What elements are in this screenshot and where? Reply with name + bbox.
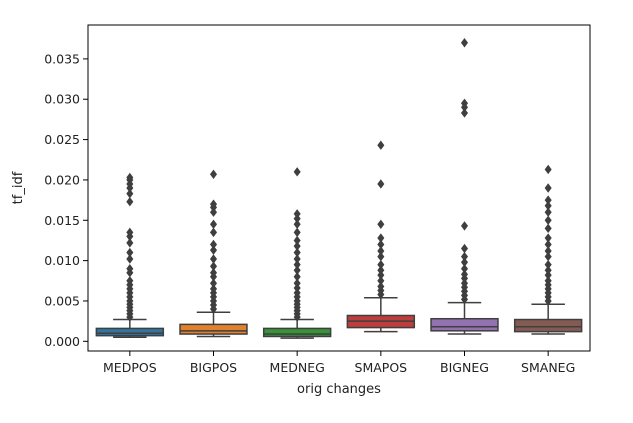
box (262, 327, 332, 338)
outlier-point (377, 251, 385, 262)
outlier-point (377, 239, 385, 250)
outlier-point (293, 259, 301, 270)
box (179, 323, 248, 335)
outlier-point (544, 276, 552, 286)
outlier-point (544, 223, 552, 234)
outlier-point (544, 233, 552, 243)
outlier-point (293, 241, 301, 251)
outlier-point (209, 199, 218, 209)
outlier-point (460, 108, 469, 118)
outlier-point (293, 283, 301, 293)
outlier-point (126, 276, 134, 286)
outlier-point (293, 254, 301, 264)
outlier-point (544, 265, 552, 276)
plot-layer: 0.000 0.005 0.010 0.015 0.020 0.025 0.030 0.035… (44, 38, 583, 375)
outlier-point (126, 172, 134, 183)
x-tick-label: MEDPOS (103, 360, 157, 375)
outlier-point (544, 195, 552, 205)
outlier-point (377, 246, 385, 256)
outlier-point (209, 207, 218, 217)
y-axis-label: tf_idf (11, 171, 26, 204)
outlier-point (293, 227, 301, 238)
outlier-point (460, 98, 469, 108)
outlier-point (377, 281, 385, 292)
x-tick-label: SMANEG (521, 360, 575, 375)
outlier-point (126, 238, 134, 248)
outlier-point (293, 235, 301, 246)
outlier-point (209, 278, 218, 288)
outlier-point (460, 257, 469, 267)
outlier-point (544, 246, 552, 256)
outlier-point (293, 272, 301, 282)
outlier-point (377, 179, 385, 189)
x-tick-label: BIGNEG (440, 360, 489, 375)
outlier-point (209, 284, 218, 294)
outlier-point (544, 259, 552, 270)
outlier-point (377, 233, 385, 243)
outlier-point (209, 254, 218, 264)
outlier-point (377, 265, 385, 276)
y-tick-label: 0.030 (44, 92, 80, 107)
outlier-point (460, 243, 469, 254)
outlier-point (126, 263, 134, 274)
y-tick-label: 0.035 (44, 51, 80, 66)
outlier-point (377, 259, 385, 270)
outlier-point (209, 261, 218, 271)
x-tick-label: MEDNEG (270, 360, 325, 375)
y-tick-label: 0.025 (44, 132, 80, 147)
outlier-point (126, 227, 134, 238)
outlier-point (544, 270, 552, 280)
outlier-point (209, 169, 218, 179)
x-tick-label: SMAPOS (355, 360, 408, 375)
outlier-point (209, 239, 218, 250)
outlier-point (209, 219, 218, 230)
y-tick-label: 0.010 (44, 253, 80, 268)
outlier-point (544, 207, 552, 217)
outlier-point (293, 278, 301, 288)
outlier-point (293, 265, 301, 276)
outlier-point (293, 213, 301, 224)
outlier-point (460, 251, 469, 262)
outlier-point (460, 263, 469, 274)
y-tick-label: 0.000 (44, 334, 80, 349)
y-tick-label: 0.020 (44, 172, 80, 187)
outlier-point (544, 183, 552, 193)
outlier-point (209, 245, 218, 255)
outlier-point (544, 215, 552, 225)
outlier-point (544, 251, 552, 262)
outlier-point (460, 38, 469, 48)
box (513, 318, 583, 333)
outlier-point (209, 227, 218, 238)
outlier-point (544, 239, 552, 250)
y-tick-label: 0.015 (44, 213, 80, 228)
outlier-point (460, 221, 469, 231)
outlier-point (377, 270, 385, 280)
outlier-point (293, 209, 301, 219)
outlier-point (293, 167, 301, 177)
outlier-point (377, 140, 385, 150)
y-tick-label: 0.005 (44, 293, 80, 308)
plot-frame (87, 24, 591, 352)
outlier-point (126, 197, 134, 207)
outlier-point (126, 188, 134, 199)
outlier-point (544, 201, 552, 211)
x-tick-label: BIGPOS (190, 360, 237, 375)
outlier-point (460, 278, 469, 288)
x-axis-label: orig changes (297, 382, 381, 397)
outlier-point (377, 276, 385, 286)
outlier-point (126, 254, 134, 264)
outlier-point (460, 269, 469, 280)
outlier-point (293, 288, 301, 298)
box (95, 327, 165, 337)
outlier-point (377, 219, 385, 230)
outlier-point (293, 219, 301, 230)
box (430, 317, 499, 332)
outlier-point (544, 164, 552, 175)
outlier-point (209, 268, 218, 278)
outlier-point (126, 247, 134, 258)
outlier-point (293, 247, 301, 258)
